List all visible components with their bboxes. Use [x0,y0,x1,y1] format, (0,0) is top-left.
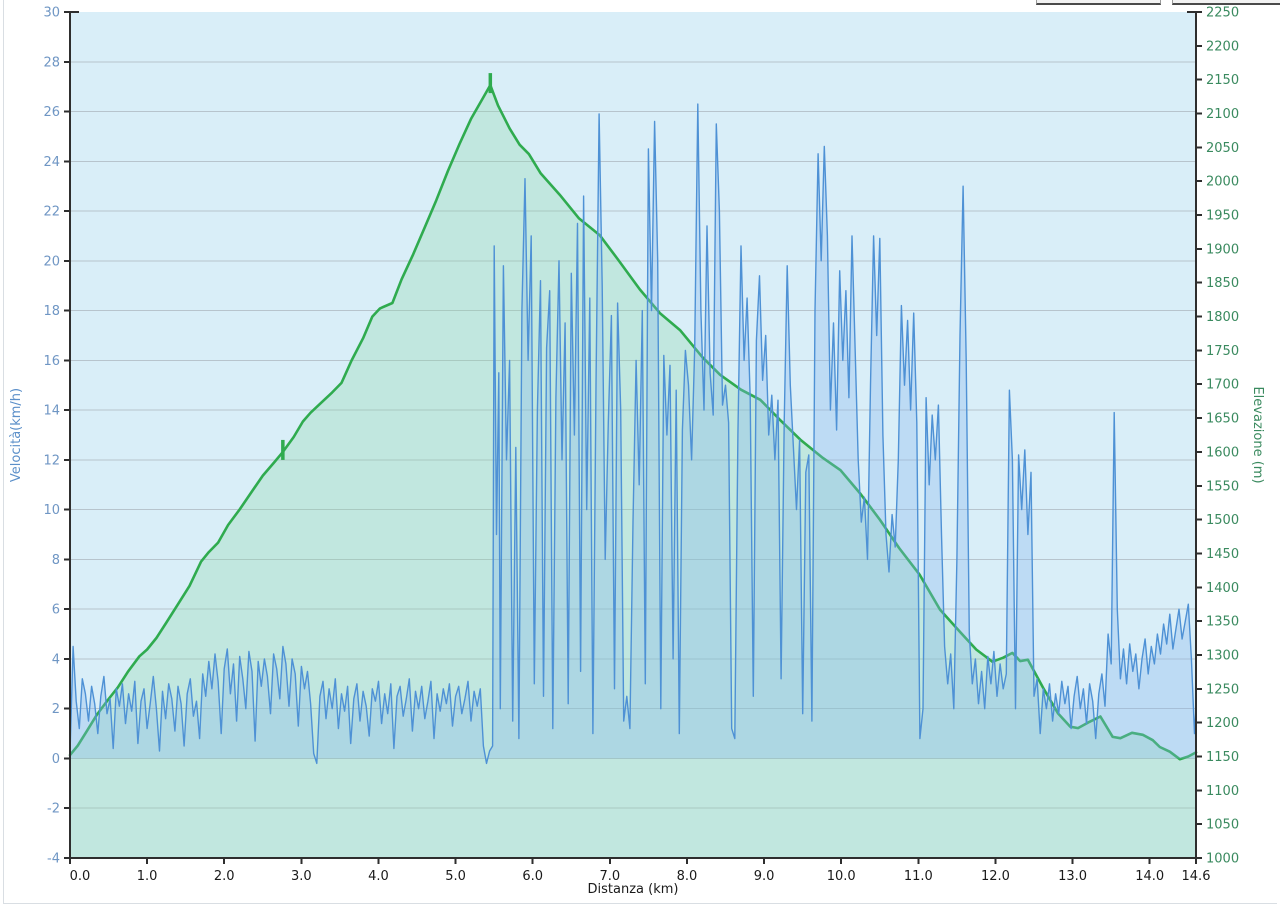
toolbar-control-left[interactable] [1036,0,1161,5]
x-tick-label: 14.0 [1135,869,1164,884]
left-tick-label: 0 [52,752,60,767]
left-tick-label: 26 [43,105,60,120]
elevazione-area [70,85,1196,859]
right-tick-label: 1450 [1206,547,1239,562]
right-tick-label: 2100 [1206,107,1239,122]
left-tick-label: 24 [43,155,60,170]
right-tick-label: 1550 [1206,479,1239,494]
right-tick-label: 1350 [1206,615,1239,630]
x-tick-label: 0.0 [70,869,91,884]
x-tick-label: 14.6 [1182,869,1211,884]
x-tick-label: 8.0 [677,869,698,884]
toolbar-control-right[interactable] [1172,0,1280,5]
x-tick-label: 4.0 [368,869,389,884]
right-tick-label: 1050 [1206,818,1239,833]
x-tick-label: 3.0 [291,869,312,884]
right-tick-label: 1900 [1206,242,1239,257]
left-tick-label: 20 [43,254,60,269]
left-tick-label: 12 [43,453,60,468]
left-tick-label: 28 [43,55,60,70]
right-tick-label: 1150 [1206,750,1239,765]
left-tick-label: 4 [52,652,60,667]
right-tick-label: 1000 [1206,852,1239,867]
x-tick-label: 6.0 [522,869,543,884]
x-tick-label: 9.0 [754,869,775,884]
right-tick-label: 2200 [1206,39,1239,54]
right-tick-label: 2050 [1206,141,1239,156]
x-tick-label: 10.0 [827,869,856,884]
right-tick-label: 1850 [1206,276,1239,291]
right-tick-label: 1700 [1206,378,1239,393]
right-tick-label: 2150 [1206,73,1239,88]
series-layer [68,73,1198,859]
left-tick-label: 8 [52,553,60,568]
x-tick-label: 11.0 [904,869,933,884]
right-tick-label: 2250 [1206,6,1239,21]
left-tick-label: -4 [47,852,60,867]
left-tick-label: 22 [43,205,60,220]
right-tick-label: 1400 [1206,581,1239,596]
left-tick-label: 6 [52,603,60,618]
right-tick-label: 1650 [1206,412,1239,427]
tick-label-layer: 302826242220181614121086420-2-4225022002… [43,6,1239,885]
x-tick-label: 1.0 [137,869,158,884]
left-tick-label: 14 [43,404,60,419]
right-tick-label: 2000 [1206,175,1239,190]
right-tick-label: 1500 [1206,513,1239,528]
velocita-line [69,103,1197,765]
right-tick-label: 1300 [1206,648,1239,663]
right-tick-label: 1750 [1206,344,1239,359]
right-tick-label: 1100 [1206,784,1239,799]
right-tick-label: 1250 [1206,682,1239,697]
right-tick-label: 1200 [1206,716,1239,731]
right-tick-label: 1950 [1206,209,1239,224]
velocita-area [70,104,1196,764]
right-tick-label: 1800 [1206,310,1239,325]
axes-layer [64,11,1202,864]
x-tick-label: 12.0 [981,869,1010,884]
y-axis-title-left: Velocità(km/h) [9,388,24,482]
x-tick-label: 2.0 [214,869,235,884]
x-axis-title: Distanza (km) [588,882,679,897]
y-axis-title-right: Elevazione (m) [1250,386,1265,483]
left-tick-label: 10 [43,503,60,518]
x-tick-label: 5.0 [445,869,466,884]
left-tick-label: 18 [43,304,60,319]
left-tick-label: 16 [43,354,60,369]
left-tick-label: 30 [43,6,60,21]
x-tick-label: 7.0 [600,869,621,884]
left-tick-label: -2 [47,802,60,817]
x-tick-label: 13.0 [1058,869,1087,884]
right-tick-label: 1600 [1206,445,1239,460]
left-tick-label: 2 [52,702,60,717]
elevazione-line [68,83,1198,761]
